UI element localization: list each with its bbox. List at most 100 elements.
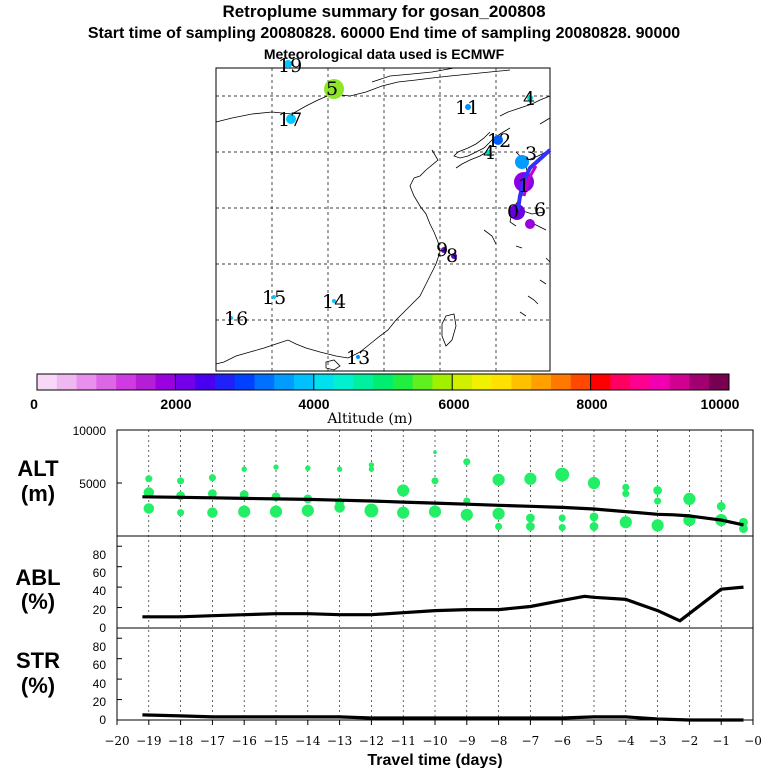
colorbar-swatch <box>116 374 137 390</box>
traj-point-19 <box>284 60 292 68</box>
map-label: 3 <box>525 143 537 165</box>
abl-ytick: 80 <box>93 548 107 562</box>
traj-point-5 <box>324 79 344 99</box>
x-tick-label: −2 <box>681 734 699 748</box>
colorbar-swatch <box>630 374 651 390</box>
x-tick-label: −1 <box>712 734 730 748</box>
altitude-cluster-point <box>654 497 662 505</box>
map-label: 4 <box>483 142 495 164</box>
altitude-colorbar <box>36 373 730 391</box>
colorbar-swatch <box>669 374 690 390</box>
map-label: 0 <box>507 201 519 223</box>
x-tick-label: −4 <box>617 734 635 748</box>
colorbar-swatch <box>353 374 374 390</box>
altitude-cluster-point <box>177 509 185 517</box>
traj-point-13 <box>356 355 360 359</box>
altitude-cluster-point <box>495 522 503 531</box>
altitude-cluster-point <box>739 524 748 533</box>
str-ytick: 60 <box>93 658 107 672</box>
altitude-cluster-point <box>238 505 251 518</box>
alt-label: ALT <box>17 456 59 481</box>
map-label: 17 <box>278 109 302 131</box>
altitude-cluster-point <box>397 484 410 497</box>
altitude-cluster-point <box>619 516 632 529</box>
alt-ytick: 10000 <box>73 424 107 438</box>
altitude-cluster-point <box>460 508 473 521</box>
str-label: STR <box>16 648 60 673</box>
traj-point-9 <box>441 247 447 253</box>
colorbar-swatch <box>294 374 315 390</box>
alt-unit: (m) <box>21 481 55 506</box>
colorbar-swatch <box>373 374 394 390</box>
page-title: Retroplume summary for gosan_200808 <box>222 2 546 21</box>
colorbar-tick: 8000 <box>576 396 607 412</box>
altitude-cluster-point <box>397 506 410 519</box>
colorbar-swatch <box>214 374 236 390</box>
colorbar-swatch <box>511 374 532 390</box>
map-frame <box>215 67 551 372</box>
map-label: 12 <box>487 130 511 152</box>
colorbar-swatch <box>709 374 730 390</box>
series-line-str <box>142 713 744 722</box>
map-label: 4 <box>523 88 535 110</box>
map-label-6: 6 <box>534 199 546 221</box>
map-label: 19 <box>278 55 302 77</box>
abl-ytick: 40 <box>93 584 107 598</box>
x-tick-label: −16 <box>232 734 257 748</box>
str-ytick: 40 <box>93 677 107 691</box>
colorbar-swatch <box>392 374 414 390</box>
altitude-cluster-point <box>492 473 505 486</box>
x-tick-label: −0 <box>744 734 762 748</box>
str-ytick: 0 <box>99 713 106 727</box>
str-ytick: 20 <box>93 695 107 709</box>
traj-point-4a <box>527 95 533 101</box>
traj-point-15 <box>272 295 276 299</box>
altitude-cluster-point <box>653 486 662 495</box>
colorbar-swatch <box>590 374 611 390</box>
panel-labels: ALT (m) ABL (%) STR (%) <box>15 456 60 698</box>
panel-series-lines <box>142 495 744 722</box>
altitude-cluster-point <box>622 483 630 491</box>
x-tick-label: −5 <box>585 734 603 748</box>
altitude-cluster-point <box>273 464 279 470</box>
x-tick-label: −3 <box>649 734 667 748</box>
map-label: 8 <box>446 245 458 267</box>
traj-point-4b <box>486 150 492 156</box>
altitude-cluster-point <box>716 501 726 511</box>
colorbar-swatch <box>195 374 216 390</box>
map-label: 1 <box>518 175 530 197</box>
altitude-cluster-point <box>589 512 599 522</box>
traj-point-14 <box>332 299 336 303</box>
altitude-cluster-point <box>524 472 537 485</box>
colorbar-swatch <box>551 374 572 390</box>
altitude-cluster-point <box>651 519 664 532</box>
altitude-cluster-point <box>558 523 566 532</box>
colorbar-swatch <box>76 374 97 390</box>
altitude-cluster-point <box>433 450 437 455</box>
colorbar-tick: 0 <box>30 396 38 412</box>
altitude-cluster-point <box>622 490 630 498</box>
colorbar-swatch <box>274 374 295 390</box>
traj-point-8 <box>451 253 457 259</box>
colorbar-swatch <box>234 374 255 390</box>
colorbar-swatch <box>570 374 591 390</box>
traj-point-17 <box>286 114 296 124</box>
trajectory-path <box>516 148 552 211</box>
traj-point-3 <box>515 155 529 169</box>
x-tick-label: −11 <box>391 734 416 748</box>
altitude-cluster-point <box>589 522 599 531</box>
colorbar-swatch <box>175 374 196 390</box>
x-tick-label: −19 <box>136 734 161 748</box>
map-label: 13 <box>346 347 370 369</box>
map-label: 15 <box>262 287 286 309</box>
x-tick-label: −12 <box>359 734 384 748</box>
altitude-cluster-point <box>428 505 442 518</box>
colorbar-swatch <box>155 374 176 390</box>
x-tick-label: −15 <box>263 734 288 748</box>
trajectory-points <box>229 60 552 359</box>
x-tick-label: −9 <box>458 734 476 748</box>
traj-point-0 <box>509 204 525 220</box>
colorbar-swatch <box>56 374 77 390</box>
abl-ytick: 20 <box>93 603 107 617</box>
altitude-cluster-point <box>269 505 283 518</box>
